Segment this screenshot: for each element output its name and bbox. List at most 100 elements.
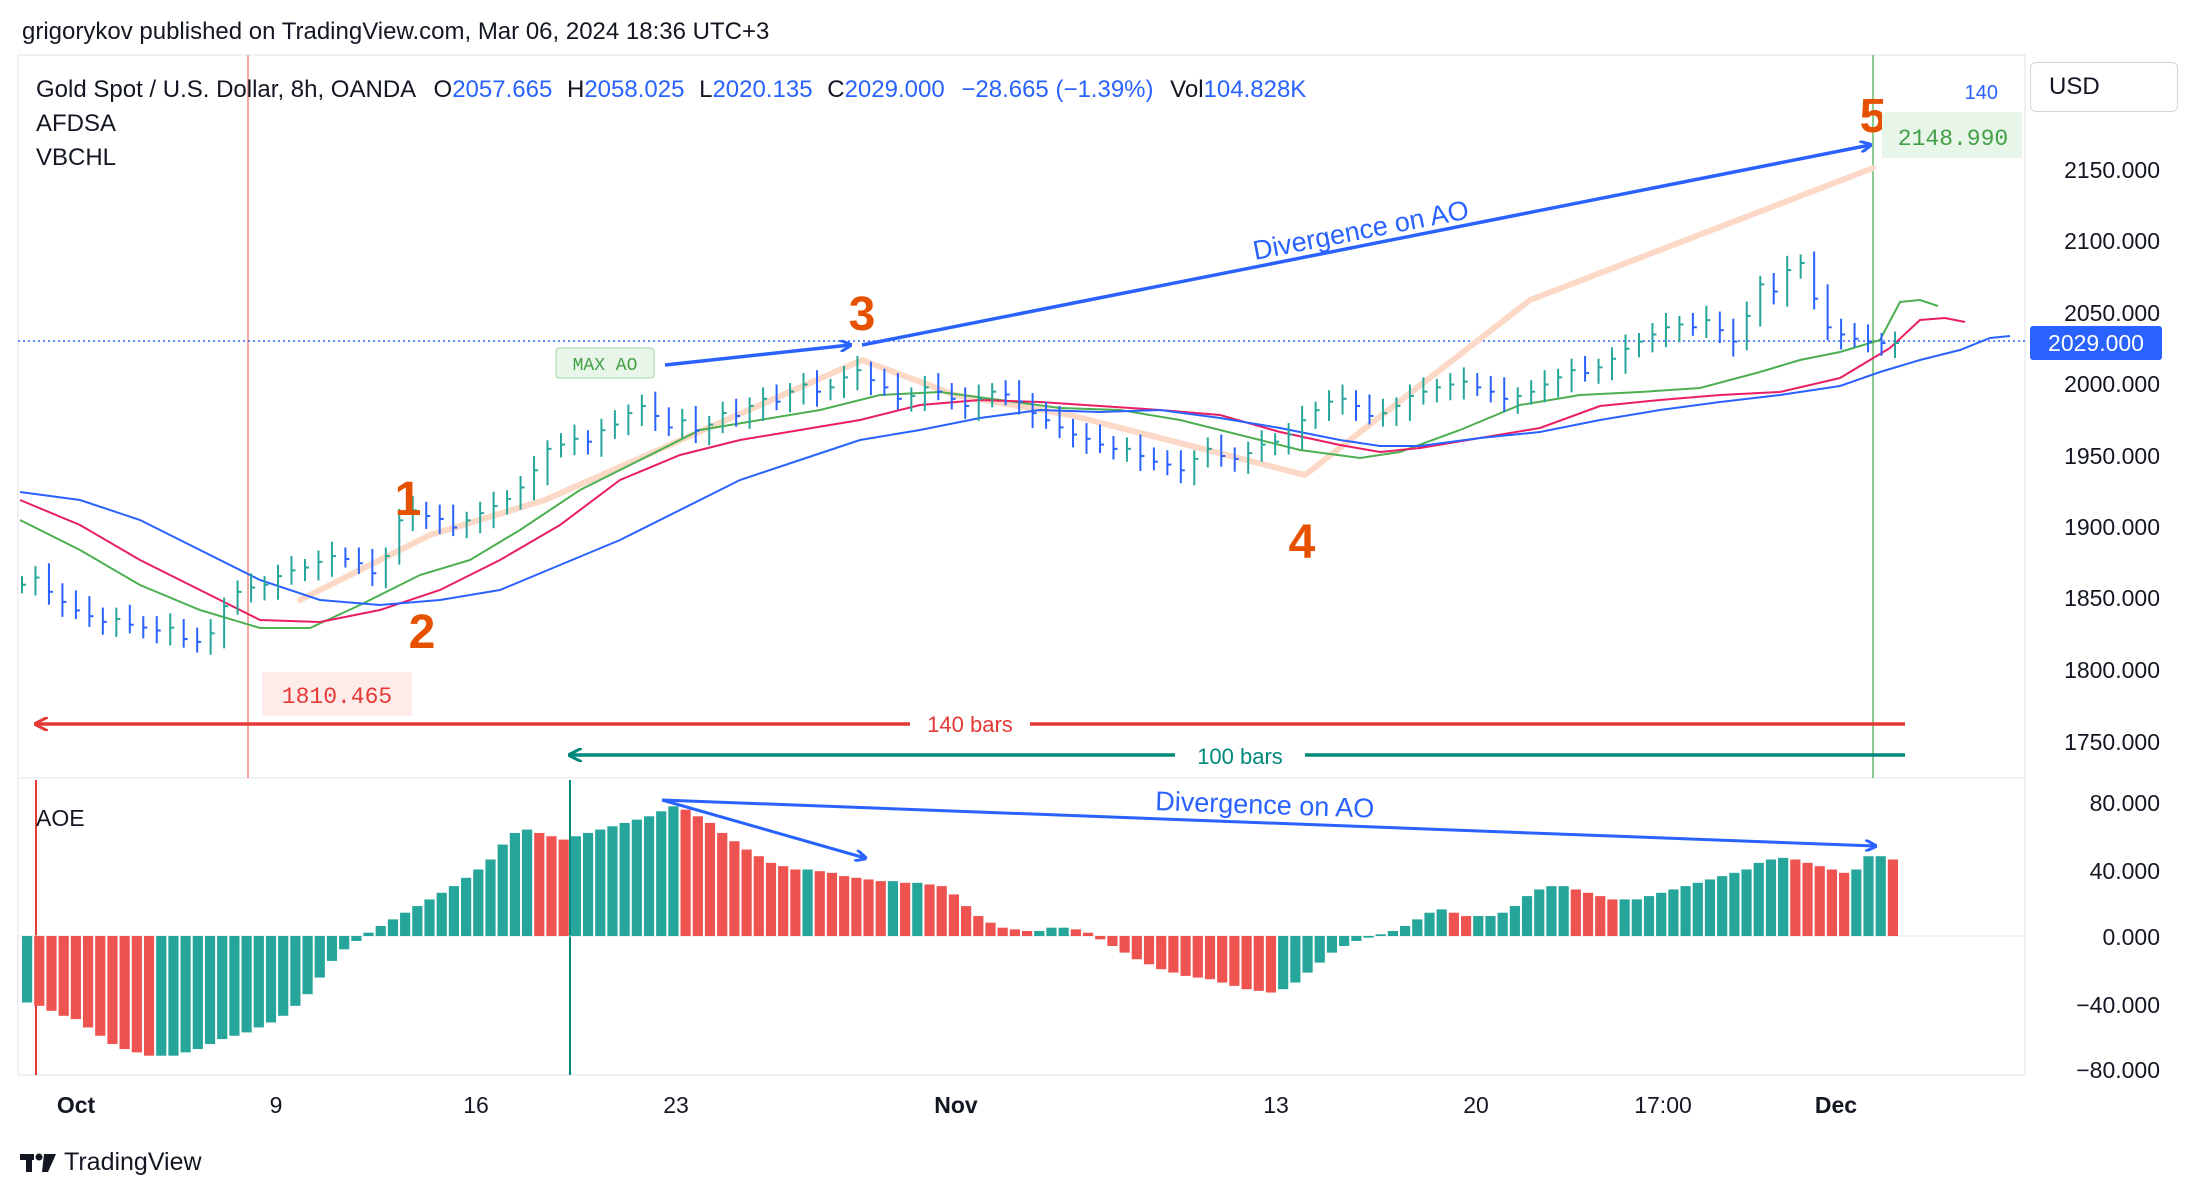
- ao-bar: [1887, 859, 1898, 936]
- ao-bar: [1119, 936, 1130, 953]
- range-100-label: 100 bars: [1197, 744, 1283, 769]
- ao-bar: [22, 936, 33, 1003]
- ao-bar: [1436, 909, 1447, 936]
- ao-bar: [290, 936, 301, 1006]
- ma-fast-line: [19, 298, 1939, 629]
- osc-tick: −80.000: [2076, 1057, 2160, 1083]
- time-tick: 20: [1463, 1092, 1489, 1118]
- ao-bar: [1863, 856, 1874, 936]
- ao-bar: [765, 862, 777, 936]
- ao-bar: [1460, 916, 1472, 936]
- ma-slow-line: [19, 335, 2011, 607]
- indicator-afdsa[interactable]: AFDSA: [36, 110, 117, 137]
- ao-bar: [107, 936, 118, 1045]
- low-value: 2020.135: [712, 76, 813, 103]
- ao-bar: [1497, 912, 1508, 936]
- ao-bar: [1521, 896, 1533, 936]
- indicator-vbchl[interactable]: VBCHL: [36, 144, 117, 171]
- ao-bar: [595, 829, 606, 936]
- ao-divergence-label: Divergence on AO: [1155, 786, 1375, 824]
- ao-bar: [1851, 869, 1862, 936]
- ao-bar: [936, 886, 947, 936]
- ao-bar: [839, 876, 850, 936]
- max-ao-label: MAX AO: [573, 356, 638, 376]
- ao-bar: [1217, 936, 1228, 983]
- ao-bar: [741, 849, 752, 936]
- osc-tick: −40.000: [2076, 992, 2160, 1018]
- ao-bar: [680, 809, 691, 936]
- ao-bar: [1265, 936, 1277, 993]
- ao-bar: [351, 936, 362, 941]
- oscillator-label: AOE: [36, 805, 85, 831]
- ao-bar: [58, 936, 69, 1016]
- ao-bar: [717, 832, 728, 936]
- ao-bar: [1046, 927, 1057, 936]
- tradingview-logo[interactable]: TradingView: [20, 1148, 202, 1177]
- ao-bar: [1229, 936, 1240, 986]
- ao-bar: [570, 836, 581, 936]
- ao-bar: [1485, 916, 1496, 936]
- ao-bar: [1509, 906, 1520, 936]
- ao-bar: [851, 877, 862, 936]
- ao-bar: [302, 936, 313, 995]
- ao-bar: [1668, 889, 1679, 936]
- ao-bar: [790, 869, 801, 936]
- ao-bar: [607, 826, 618, 936]
- ao-bar: [1424, 912, 1435, 936]
- ao-bar: [1570, 889, 1581, 936]
- ao-bar: [1412, 919, 1423, 936]
- ao-bar: [729, 841, 740, 936]
- time-tick: Dec: [1815, 1092, 1857, 1118]
- ao-bar: [497, 844, 508, 936]
- last-price-badge: [2030, 326, 2162, 360]
- price-tick: 2150.000: [2064, 157, 2160, 183]
- last-price-label: 2029.000: [2048, 330, 2144, 356]
- time-tick: 16: [463, 1092, 489, 1118]
- ao-bar: [204, 936, 216, 1045]
- ao-bar: [1814, 866, 1825, 936]
- ao-bar: [1241, 936, 1252, 990]
- ma-mid-line: [19, 316, 1966, 624]
- ao-bar: [1875, 856, 1886, 936]
- ao-bar: [924, 884, 935, 936]
- ao-bar: [143, 936, 155, 1056]
- ao-bar: [387, 919, 399, 936]
- ao-drop-arrow: [661, 798, 865, 858]
- wave-label-3: 3: [849, 288, 876, 341]
- symbol-legend: Gold Spot / U.S. Dollar, 8h, OANDA O2057…: [36, 76, 1306, 104]
- change-value: −28.665 (−1.39%): [961, 76, 1154, 103]
- osc-tick: 80.000: [2090, 790, 2160, 816]
- ao-bar: [1643, 896, 1655, 936]
- ao-bar: [1582, 892, 1594, 936]
- ao-bar: [119, 936, 130, 1050]
- high-label: H: [566, 76, 585, 103]
- ao-bar: [95, 936, 106, 1036]
- price-tick: 1850.000: [2064, 585, 2160, 611]
- price-tick: 2100.000: [2064, 228, 2160, 254]
- ao-bar: [34, 936, 45, 1006]
- ao-bar: [973, 916, 984, 936]
- price-bars: [21, 251, 1899, 655]
- tradingview-logo-text: TradingView: [64, 1148, 202, 1176]
- ao-bar: [424, 899, 435, 936]
- ao-bar: [448, 886, 460, 936]
- ao-bar: [961, 906, 972, 936]
- ao-bar: [1095, 936, 1106, 940]
- ao-bar: [1619, 899, 1630, 936]
- ao-bar: [156, 936, 167, 1056]
- ao-divergence-arrow: [661, 798, 1875, 846]
- time-tick: 17:00: [1634, 1092, 1692, 1118]
- price-tick: 1750.000: [2064, 729, 2160, 755]
- ao-bar: [363, 932, 374, 936]
- ao-bar: [1253, 936, 1264, 991]
- ao-bar: [180, 936, 191, 1053]
- ao-bar: [1302, 936, 1313, 973]
- ao-bar: [900, 882, 911, 936]
- time-tick: 23: [663, 1092, 689, 1118]
- ao-bar: [1546, 886, 1557, 936]
- currency-button[interactable]: USD: [2030, 62, 2178, 112]
- ao-bar: [863, 879, 874, 936]
- wave-label-5: 5: [1860, 90, 1887, 143]
- ao-bar: [485, 859, 496, 936]
